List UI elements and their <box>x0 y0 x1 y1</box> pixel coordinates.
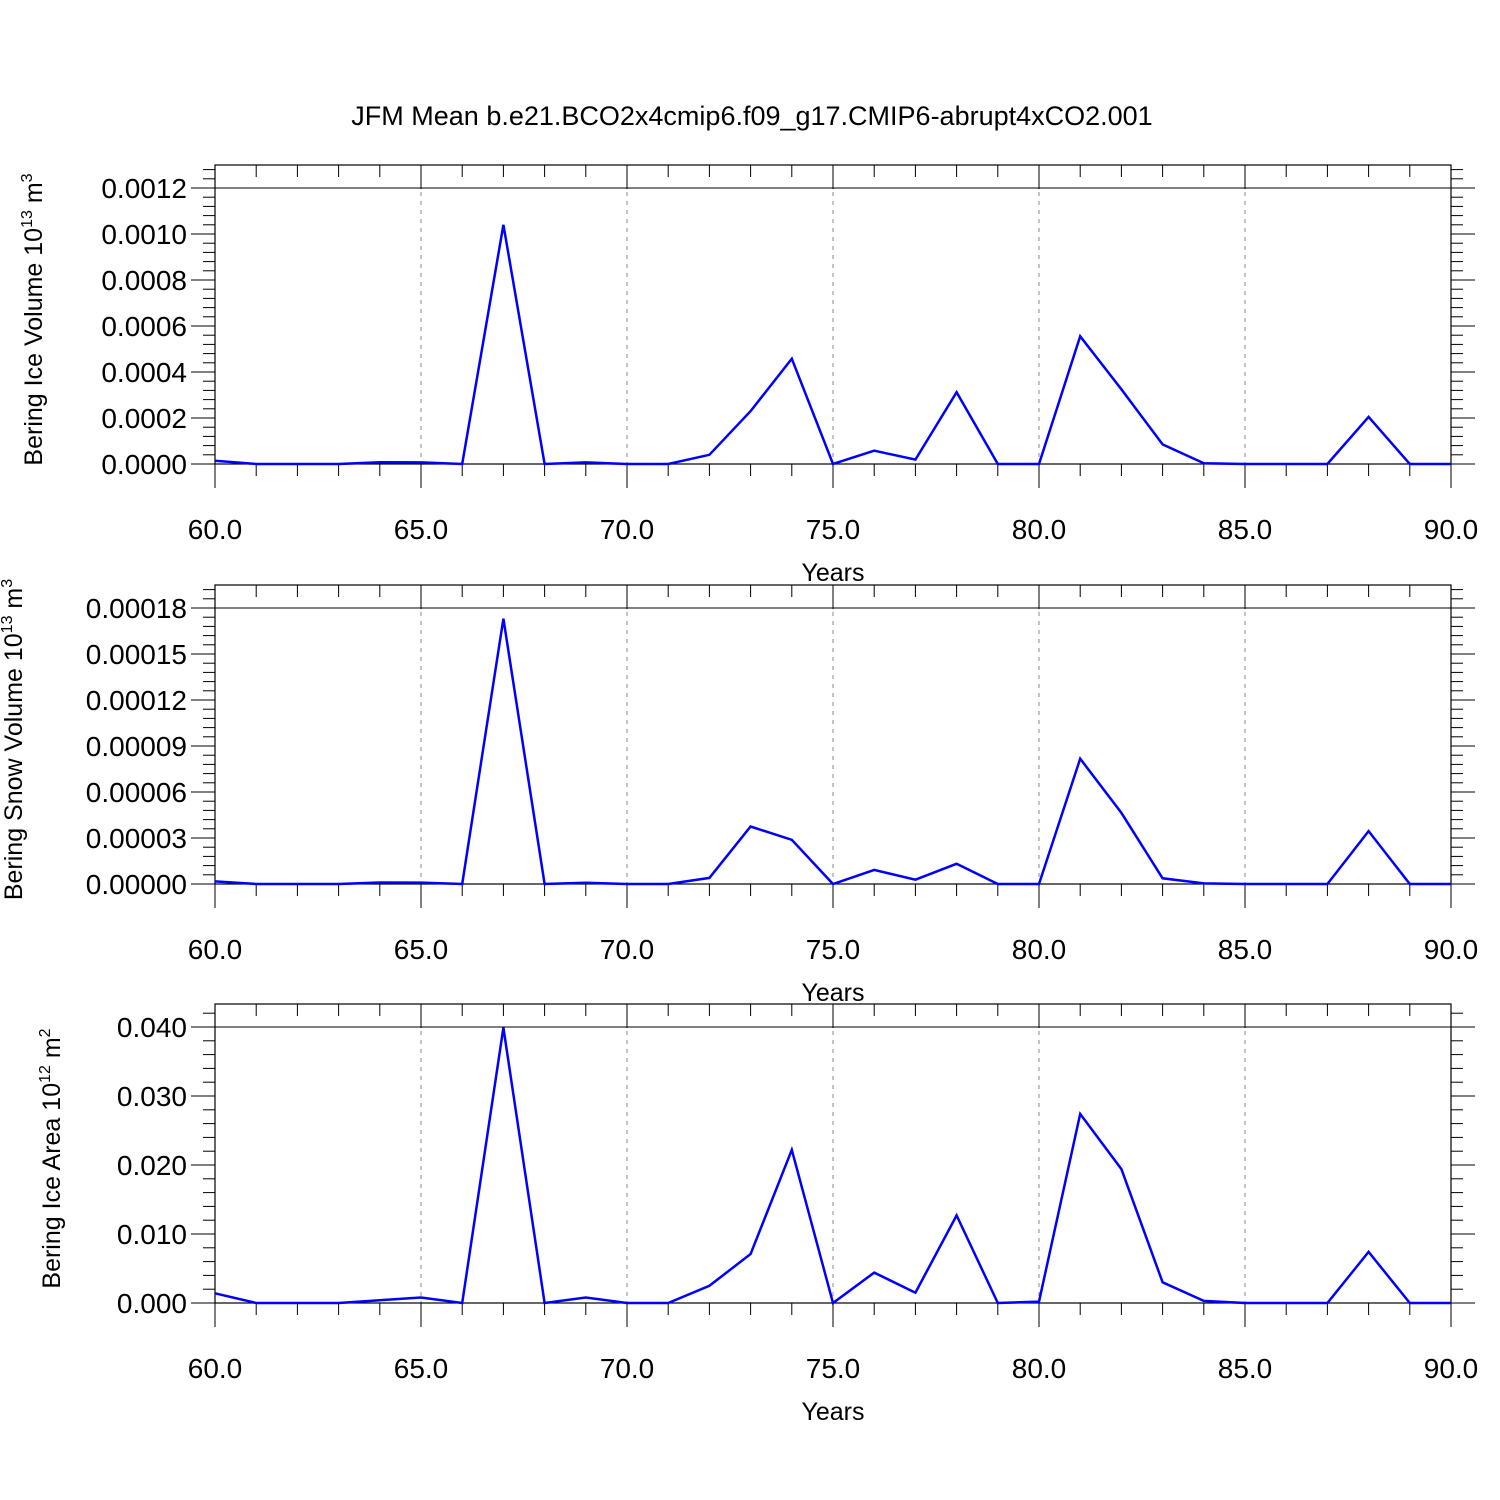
x-tick-label: 75.0 <box>806 934 861 965</box>
x-tick-label: 75.0 <box>806 514 861 545</box>
x-tick-label: 65.0 <box>394 514 449 545</box>
y-tick-label: 0.0002 <box>101 403 187 434</box>
y-tick-label: 0.00012 <box>86 685 187 716</box>
x-tick-label: 75.0 <box>806 1353 861 1384</box>
chart-panel-3: 0.000 0.010 0.020 0.030 0.040 60.0 65.0 70.0 75.… <box>37 1003 1479 1426</box>
x-tick-label: 80.0 <box>1012 934 1067 965</box>
y-tick-label: 0.020 <box>117 1150 187 1181</box>
x-tick-label: 70.0 <box>600 514 655 545</box>
y-tick-label: 0.00006 <box>86 777 187 808</box>
y-tick-label: 0.0008 <box>101 265 187 296</box>
x-axis-label: Years <box>801 1398 864 1426</box>
x-tick-label: 85.0 <box>1218 1353 1273 1384</box>
x-tick-label: 65.0 <box>394 1353 449 1384</box>
x-tick-label: 70.0 <box>600 934 655 965</box>
y-tick-label: 0.00009 <box>86 731 187 762</box>
x-tick-label: 60.0 <box>188 514 243 545</box>
y-tick-label: 0.030 <box>117 1081 187 1112</box>
series-line <box>214 618 1451 886</box>
x-axis-label: Years <box>801 559 864 587</box>
chart-panel-2: 0.00000 0.00003 0.00006 0.00009 0.00012 0.000… <box>0 579 1478 1007</box>
y-tick-label: 0.0004 <box>101 357 187 388</box>
y-tick-label: 0.010 <box>117 1219 187 1250</box>
chart-panels: 0.0000 0.0002 0.0004 0.0006 0.0008 0.0010 0.00… <box>0 164 1479 1426</box>
y-axis-label: Bering Ice Area 1012 m2 <box>37 1028 66 1288</box>
x-tick-label: 90.0 <box>1424 1353 1479 1384</box>
y-tick-label: 0.00003 <box>86 823 187 854</box>
series-line <box>214 1027 1451 1306</box>
x-tick-label: 90.0 <box>1424 514 1479 545</box>
series-line <box>214 224 1451 466</box>
x-tick-label: 80.0 <box>1012 514 1067 545</box>
x-tick-label: 60.0 <box>188 934 243 965</box>
y-tick-label: 0.040 <box>117 1012 187 1043</box>
y-tick-label: 0.0012 <box>101 173 187 204</box>
x-tick-label: 85.0 <box>1218 514 1273 545</box>
y-axis-label: Bering Ice Volume 1013 m3 <box>19 173 48 465</box>
x-tick-label: 80.0 <box>1012 1353 1067 1384</box>
chart-panel-1: 0.0000 0.0002 0.0004 0.0006 0.0008 0.0010 0.00… <box>19 164 1479 587</box>
y-axis-label: Bering Snow Volume 1013 m3 <box>0 579 28 900</box>
y-tick-label: 0.000 <box>117 1288 187 1319</box>
figure-title: JFM Mean b.e21.BCO2x4cmip6.f09_g17.CMIP6… <box>351 101 1152 131</box>
x-tick-label: 60.0 <box>188 1353 243 1384</box>
x-axis-label: Years <box>801 979 864 1007</box>
x-tick-label: 65.0 <box>394 934 449 965</box>
y-tick-label: 0.00015 <box>86 639 187 670</box>
y-tick-label: 0.00000 <box>86 869 187 900</box>
y-tick-label: 0.0010 <box>101 219 187 250</box>
x-tick-label: 85.0 <box>1218 934 1273 965</box>
x-tick-label: 70.0 <box>600 1353 655 1384</box>
y-tick-label: 0.0006 <box>101 311 187 342</box>
y-tick-label: 0.00018 <box>86 593 187 624</box>
x-tick-label: 90.0 <box>1424 934 1479 965</box>
y-tick-label: 0.0000 <box>101 449 187 480</box>
